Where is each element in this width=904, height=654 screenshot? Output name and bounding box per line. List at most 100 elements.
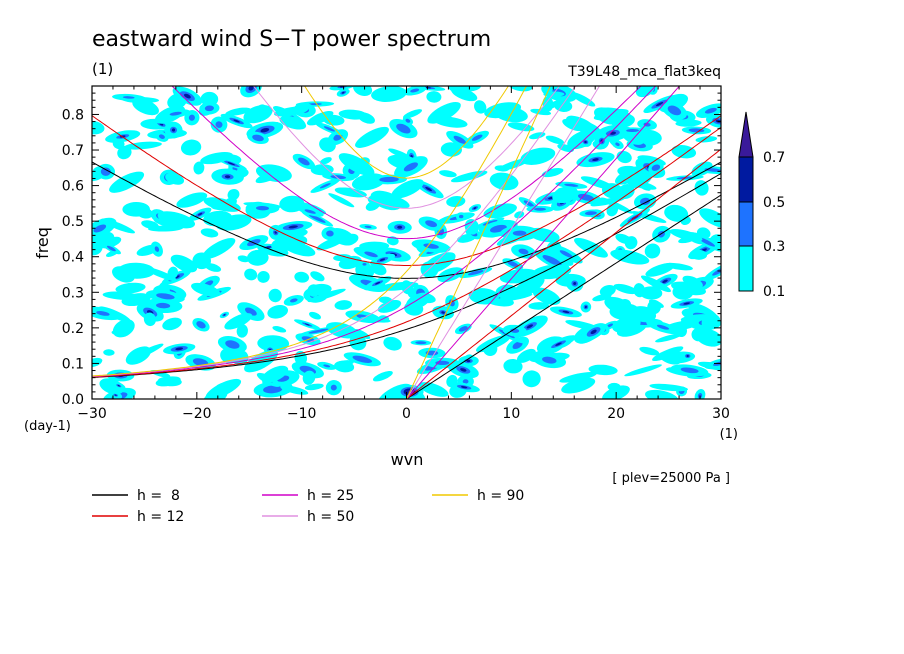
colorbar-label: 0.7 — [763, 150, 785, 166]
contour-patch — [592, 293, 612, 302]
contour-patch — [115, 282, 146, 294]
contour-patch — [244, 268, 258, 281]
contour-patch — [559, 250, 573, 258]
contour-patch — [263, 385, 283, 394]
ig-curve-h50 — [252, 86, 561, 209]
contour-patch — [683, 302, 691, 305]
contour-patch — [433, 116, 468, 128]
contour-patch — [294, 350, 308, 366]
contour-patch — [584, 305, 587, 309]
contour-patch — [158, 134, 165, 139]
contour-patch — [644, 243, 661, 259]
contour-patch — [197, 212, 203, 216]
mrg-curve-h8 — [92, 173, 721, 378]
y-axis-unit: (day-1) — [24, 419, 71, 434]
contour-patch — [378, 281, 419, 291]
plev-annotation: [ plev=25000 Pa ] — [612, 471, 730, 486]
contour-patch — [272, 326, 287, 333]
ig-curve-h25 — [171, 86, 642, 240]
contour-patch — [680, 367, 699, 374]
x-tick-label: 20 — [607, 406, 625, 422]
contour-patch — [302, 370, 316, 385]
contour-patch — [691, 327, 706, 342]
contour-patch — [362, 262, 367, 266]
contour-patch — [383, 336, 402, 351]
contour-patch — [453, 135, 466, 144]
contour-patch — [100, 218, 135, 234]
contour-patch — [607, 382, 621, 391]
contour-patch — [112, 319, 135, 338]
contour-patch — [536, 97, 569, 113]
contour-patch — [227, 188, 240, 201]
contour-patch — [467, 270, 484, 276]
contour-patch — [326, 230, 334, 237]
contour-patch — [353, 86, 373, 97]
contour-patch — [319, 183, 331, 189]
contour-patch — [248, 86, 254, 91]
contour-patch — [191, 282, 221, 297]
contour-patch — [601, 183, 624, 199]
contour-patch — [441, 311, 445, 314]
contour-patch — [92, 357, 103, 368]
contour-patch — [290, 298, 298, 303]
contour-patch — [200, 152, 234, 165]
contour-patch — [341, 91, 345, 94]
contour-patch — [310, 271, 325, 282]
colorbar: 0.1 0.3 0.5 0.7 — [738, 111, 785, 300]
contour-patch — [162, 317, 182, 331]
contour-patch — [274, 231, 277, 234]
contour-patch — [545, 135, 564, 145]
contour-patch — [365, 200, 381, 211]
x-tick-label: −30 — [77, 406, 107, 422]
mrg-curve-h12 — [92, 126, 721, 378]
contour-patch — [156, 293, 175, 300]
contour-patch — [268, 288, 282, 303]
contour-patch — [541, 168, 564, 178]
contour-patch — [694, 180, 709, 196]
contour-patch — [543, 247, 574, 266]
contour-patch — [117, 145, 132, 160]
contour-patch — [584, 140, 587, 144]
contour-patch — [122, 201, 150, 217]
contour-patch — [156, 302, 171, 309]
contour-patch — [244, 349, 278, 373]
contour-patch — [157, 211, 196, 229]
contour-patch — [460, 386, 468, 389]
contour-patch — [117, 384, 120, 387]
contour-patch — [307, 288, 346, 303]
kelvin-curve-h12 — [406, 148, 721, 399]
contour-patch — [96, 311, 110, 316]
mrg-curve-h90 — [92, 86, 528, 377]
contour-patch — [667, 105, 682, 116]
x-tick-label: −10 — [287, 406, 317, 422]
legend: h = 8 h = 12 h = 25 h = 50 h = 90 — [92, 488, 524, 525]
contour-patch — [402, 109, 423, 119]
contour-patch — [542, 356, 557, 364]
contour-patch — [483, 203, 517, 219]
contour-patch — [204, 105, 214, 112]
kelvin-curve-h50 — [406, 86, 601, 399]
contour-patch — [522, 370, 541, 388]
contour-patch — [415, 341, 427, 345]
colorbar-label: 0.1 — [763, 284, 785, 300]
legend-label: h = 90 — [477, 488, 524, 504]
contour-patch — [466, 359, 471, 363]
contour-patch — [267, 305, 289, 319]
contour-patch — [612, 317, 641, 333]
contour-patch — [192, 252, 211, 270]
contour-patch — [675, 119, 702, 127]
contour-patch — [176, 192, 208, 208]
contour-patch — [92, 231, 115, 245]
contour-patch — [624, 364, 662, 377]
contour-patch — [121, 293, 151, 307]
contour-patch — [617, 165, 642, 178]
mrg-curve-h25 — [92, 86, 657, 378]
contour-patch — [261, 365, 289, 383]
contour-patch — [106, 245, 116, 252]
contour-patch — [471, 134, 483, 141]
contour-patch — [686, 354, 689, 358]
contour-patch — [245, 307, 257, 316]
mrg-curve-h50 — [92, 86, 577, 377]
contour-patch — [342, 233, 359, 245]
